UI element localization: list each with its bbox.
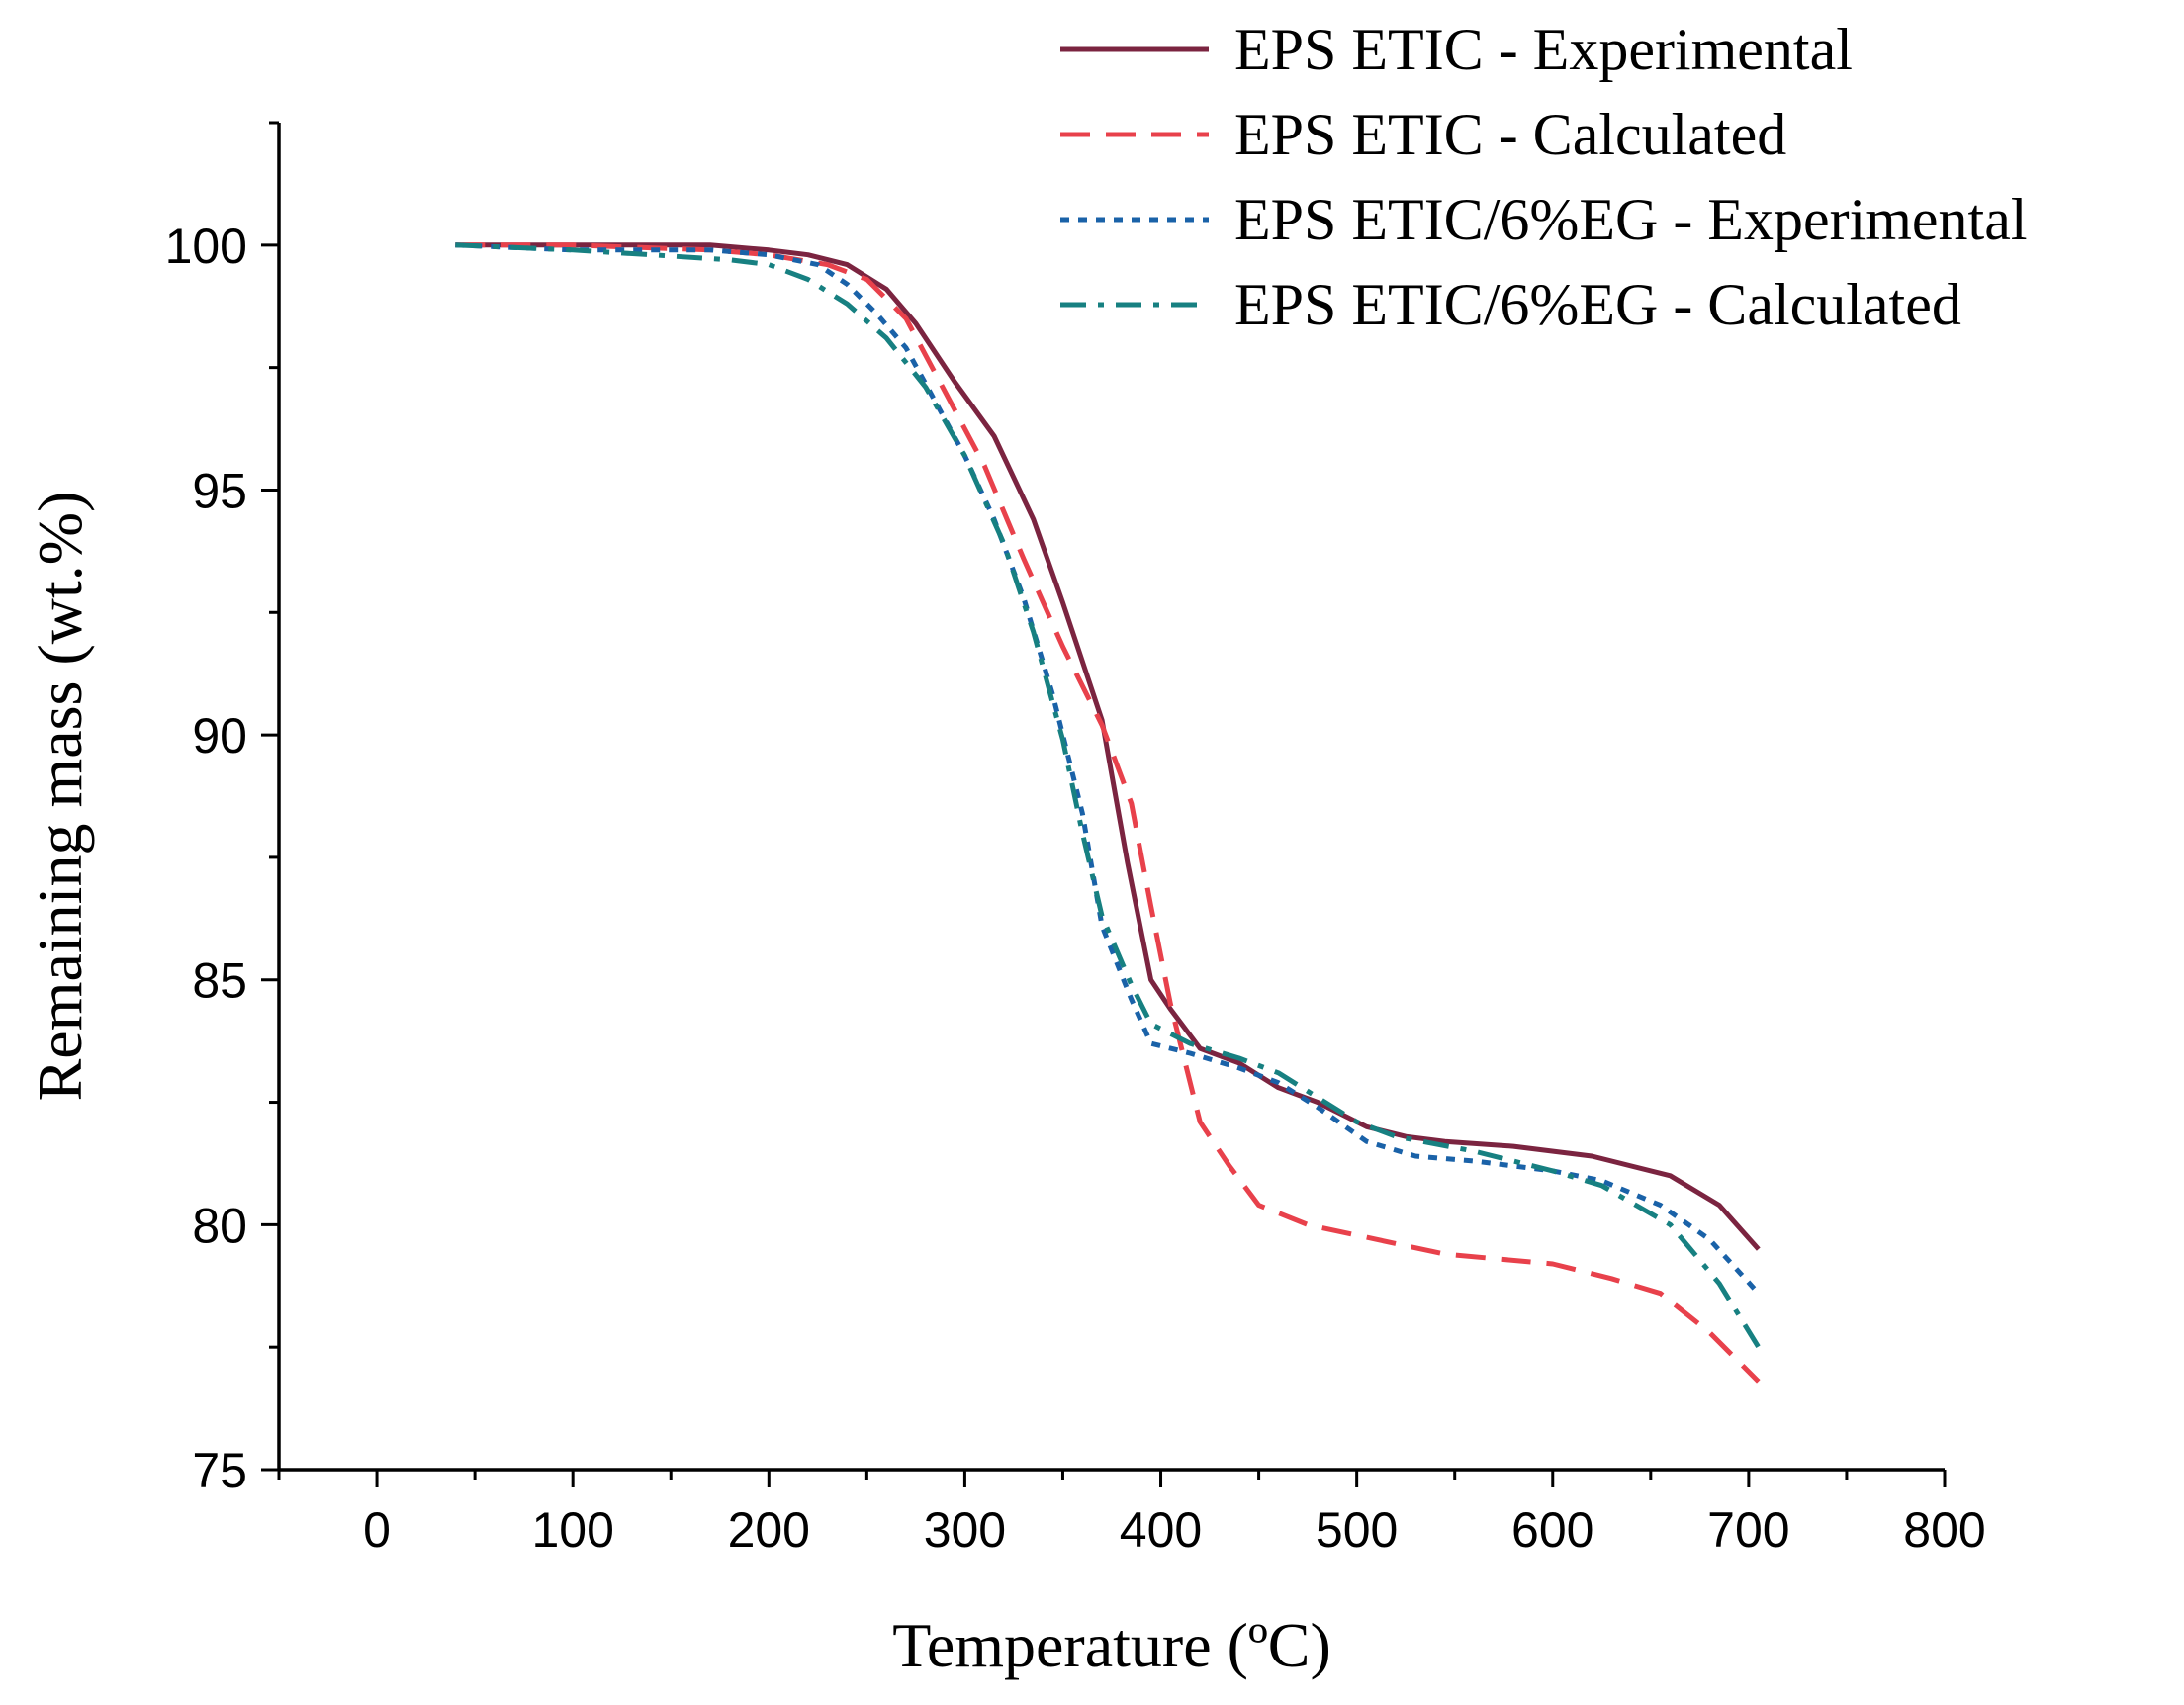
legend-label-2: EPS ETIC - Calculated: [1234, 102, 1786, 167]
legend-label-3: EPS ETIC/6%EG - Experimental: [1234, 187, 2028, 252]
series-group: [455, 242, 1761, 1384]
x-tick-label: 0: [363, 1502, 391, 1558]
x-tick-label: 300: [924, 1502, 1006, 1558]
x-axis-title: Temperature (ºC): [892, 1610, 1331, 1680]
series-line-3: [455, 242, 1761, 1296]
x-tick-label: 800: [1903, 1502, 1985, 1558]
y-tick-label: 80: [192, 1198, 247, 1253]
legend: EPS ETIC - Experimental EPS ETIC - Calcul…: [1060, 17, 2028, 337]
ticks: 0 100 200 300 400 500 600 700 800 75 80 85 90 95 100: [165, 121, 1986, 1558]
y-tick-label: 90: [192, 708, 247, 763]
y-tick-label: 100: [165, 219, 247, 274]
y-tick-label: 95: [192, 463, 247, 518]
legend-label-4: EPS ETIC/6%EG - Calculated: [1234, 272, 1961, 337]
y-tick-label: 85: [192, 953, 247, 1009]
y-axis-title: Remaining mass (wt.%): [25, 492, 95, 1102]
y-tick-label: 75: [192, 1443, 247, 1498]
x-tick-label: 600: [1511, 1502, 1593, 1558]
x-tick-label: 400: [1120, 1502, 1202, 1558]
series-line-2: [455, 242, 1761, 1384]
x-tick-label: 500: [1316, 1502, 1398, 1558]
series-line-1: [455, 242, 1761, 1251]
legend-label-1: EPS ETIC - Experimental: [1234, 17, 1853, 82]
x-tick-label: 200: [728, 1502, 810, 1558]
x-tick-label: 100: [531, 1502, 613, 1558]
axes: [277, 123, 1945, 1472]
series-line-4: [455, 242, 1761, 1349]
x-tick-label: 700: [1707, 1502, 1789, 1558]
